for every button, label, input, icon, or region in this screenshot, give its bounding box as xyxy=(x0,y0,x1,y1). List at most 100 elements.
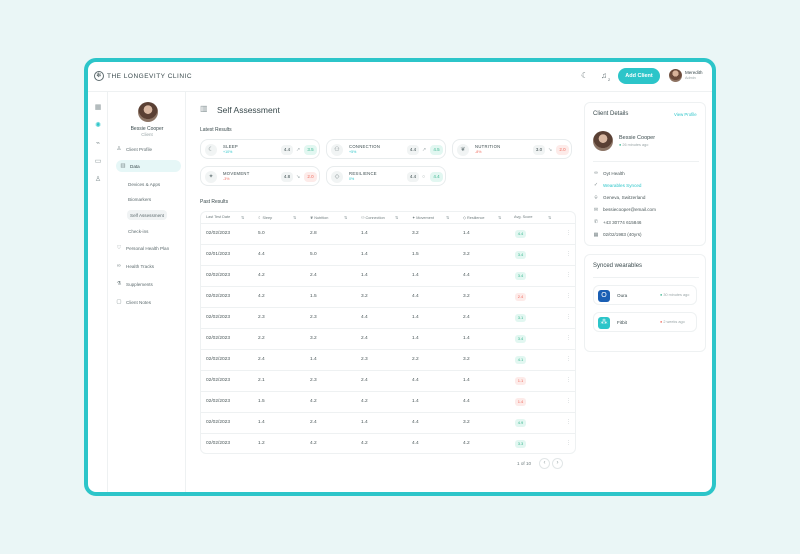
cell-date: 02/02/2023 xyxy=(206,336,231,341)
cell-nutrition: 1.5 xyxy=(310,294,317,299)
col-avg-score[interactable]: Avg. Score xyxy=(514,215,533,219)
table-row[interactable]: 02/02/2023 2.3 2.3 4.4 1.4 2.4 3.1 ⋮ xyxy=(201,308,575,329)
shield-icon: ◇ xyxy=(331,171,343,183)
nav-devices-apps[interactable]: Devices & Apps xyxy=(128,181,161,187)
cell-sleep: 2.2 xyxy=(258,336,265,341)
more-icon[interactable]: ⋮ xyxy=(566,293,571,299)
table-row[interactable]: 02/02/2023 4.2 2.4 1.4 1.4 4.4 3.4 ⋮ xyxy=(201,266,575,287)
metric-name: RESILIENCE xyxy=(349,171,377,176)
chart-icon[interactable]: ⌁ xyxy=(95,140,101,147)
more-icon[interactable]: ⋮ xyxy=(566,251,571,257)
avg-score-badge: 4.4 xyxy=(515,230,526,238)
dark-mode-icon[interactable]: ☾ xyxy=(581,71,589,80)
nav-health-tracks[interactable]: ∞ Health Tracks xyxy=(116,260,154,272)
nav-client-notes[interactable]: ▢ Client Notes xyxy=(116,296,151,308)
cell-connection: 1.4 xyxy=(361,231,368,236)
nav-check-ins[interactable]: Check-ins xyxy=(128,228,149,234)
result-card-nutrition[interactable]: ❦ NUTRITION -8% 3.0 ↘ 2.0 xyxy=(452,139,572,159)
nav-biomarkers[interactable]: Biomarkers xyxy=(128,196,152,202)
table-row[interactable]: 02/02/2023 2.2 3.2 2.4 1.4 1.4 3.4 ⋮ xyxy=(201,329,575,350)
col-connection[interactable]: ⚇ Connection xyxy=(361,215,385,220)
previous-score: 3.0 xyxy=(533,145,545,155)
user-name: Meredith xyxy=(685,70,703,75)
sync-time-text: 30 minutes ago xyxy=(663,293,690,297)
more-icon[interactable]: ⋮ xyxy=(566,335,571,341)
prev-page-button[interactable]: ‹ xyxy=(539,458,550,469)
sort-icon[interactable]: ⇅ xyxy=(395,215,399,220)
current-score: 4.5 xyxy=(430,145,443,155)
cell-date: 02/02/2023 xyxy=(206,315,231,320)
sort-icon[interactable]: ⇅ xyxy=(344,215,348,220)
sort-icon[interactable]: ⇅ xyxy=(498,215,502,220)
nav-personal-health-plan[interactable]: ♡ Personal Health Plan xyxy=(116,242,170,254)
cell-date: 02/02/2023 xyxy=(206,441,231,446)
table-row[interactable]: 02/02/2023 1.5 4.2 4.2 1.4 4.4 1.4 ⋮ xyxy=(201,392,575,413)
cell-resilience: 3.2 xyxy=(463,294,470,299)
result-card-sleep[interactable]: ☾ SLEEP +10% 4.4 ↗ 3.5 xyxy=(200,139,320,159)
note-icon: ▢ xyxy=(116,299,122,305)
col-sleep[interactable]: ☾ Sleep xyxy=(258,215,272,220)
nav-label: Data xyxy=(130,163,140,169)
sort-icon[interactable]: ⇅ xyxy=(446,215,450,220)
cell-connection: 2.3 xyxy=(361,357,368,362)
more-icon[interactable]: ⋮ xyxy=(566,272,571,278)
next-page-button[interactable]: › xyxy=(552,458,563,469)
wearable-fitbit[interactable]: ⁂ Fitbit ● 2 weeks ago xyxy=(593,312,697,332)
clients-icon[interactable]: ✺ xyxy=(95,122,101,129)
more-icon[interactable]: ⋮ xyxy=(566,419,571,425)
table-row[interactable]: 02/02/2023 2.1 2.3 2.4 4.4 1.4 1.1 ⋮ xyxy=(201,371,575,392)
message-icon[interactable]: ▭ xyxy=(94,158,102,165)
table-row[interactable]: 02/02/2023 2.4 1.4 2.3 2.2 3.2 4.1 ⋮ xyxy=(201,350,575,371)
more-icon[interactable]: ⋮ xyxy=(566,398,571,404)
check-circle-icon: ✓ xyxy=(593,182,599,189)
cell-date: 02/02/2023 xyxy=(206,231,231,236)
previous-score: 4.4 xyxy=(407,145,419,155)
cell-nutrition: 4.2 xyxy=(310,399,317,404)
result-card-movement[interactable]: ✦ MOVEMENT -3% 4.8 ↘ 2.0 xyxy=(200,166,320,186)
table-row[interactable]: 02/02/2023 5.0 2.8 1.4 3.2 1.4 4.4 ⋮ xyxy=(201,224,575,245)
more-icon[interactable]: ⋮ xyxy=(566,230,571,236)
more-icon[interactable]: ⋮ xyxy=(566,356,571,362)
more-icon[interactable]: ⋮ xyxy=(566,377,571,383)
cell-connection: 1.4 xyxy=(361,420,368,425)
client-name: Bessie Cooper xyxy=(130,126,164,132)
view-profile-link[interactable]: View Profile xyxy=(674,112,697,117)
table-row[interactable]: 02/01/2023 4.4 5.0 1.4 1.5 3.2 3.4 ⋮ xyxy=(201,245,575,266)
clinic-logo[interactable]: ✻ THE LONGEVITY CLINIC xyxy=(94,71,192,81)
col-movement[interactable]: ✦ Movement xyxy=(412,215,434,220)
col-nutrition[interactable]: ❦ Nutrition xyxy=(310,215,328,220)
nav-data[interactable]: ▥ Data xyxy=(116,160,181,172)
table-header: Last Test Date ⇅ ☾ Sleep ⇅ ❦ Nutrition ⇅… xyxy=(201,212,575,224)
sort-icon[interactable]: ⇅ xyxy=(241,215,245,220)
nav-client-profile[interactable]: ♙ Client Profile xyxy=(116,143,153,155)
more-icon[interactable]: ⋮ xyxy=(566,440,571,446)
add-client-button[interactable]: Add Client xyxy=(618,68,660,84)
wearable-oura[interactable]: O Oura ● 30 minutes ago xyxy=(593,285,697,305)
result-card-resilience[interactable]: ◇ RESILIENCE 0% 4.4 ○ 4.4 xyxy=(326,166,446,186)
user-icon[interactable]: ♙ xyxy=(94,176,102,183)
more-icon[interactable]: ⋮ xyxy=(566,314,571,320)
sort-icon[interactable]: ⇅ xyxy=(548,215,552,220)
nav-supplements[interactable]: ⚗ Supplements xyxy=(116,278,153,290)
cell-sleep: 4.2 xyxy=(258,294,265,299)
online-dot-icon: ● xyxy=(619,143,623,147)
grid-icon[interactable]: ▦ xyxy=(94,104,102,111)
col-last-test-date[interactable]: Last Test Date xyxy=(206,215,231,219)
cell-resilience: 3.2 xyxy=(463,357,470,362)
last-seen-text: 26 minutes ago xyxy=(622,143,649,147)
table-row[interactable]: 02/02/2023 4.2 1.5 3.2 4.4 3.2 2.4 ⋮ xyxy=(201,287,575,308)
cell-movement: 1.4 xyxy=(412,315,419,320)
nav-self-assessment[interactable]: Self Assessment xyxy=(127,210,167,220)
user-avatar[interactable] xyxy=(669,69,682,82)
bell-icon[interactable]: ♫ xyxy=(601,71,607,80)
avg-score-badge: 4.1 xyxy=(515,356,526,364)
synced-wearables-card: Synced wearables O Oura ● 30 minutes ago ⁂ F… xyxy=(584,254,706,352)
table-row[interactable]: 02/02/2023 1.4 2.4 1.4 4.4 3.2 4.9 ⋮ xyxy=(201,413,575,434)
result-card-connection[interactable]: ⚇ CONNECTION +5% 4.4 ↗ 4.5 xyxy=(326,139,446,159)
cell-date: 02/01/2023 xyxy=(206,252,231,257)
col-resilience[interactable]: ◇ Resilience xyxy=(463,215,485,220)
table-row[interactable]: 02/02/2023 1.2 4.2 4.2 4.4 4.2 3.3 ⋮ xyxy=(201,434,575,453)
past-results-label: Past Results xyxy=(200,199,229,205)
col-label: Sleep xyxy=(262,216,273,220)
sort-icon[interactable]: ⇅ xyxy=(293,215,297,220)
